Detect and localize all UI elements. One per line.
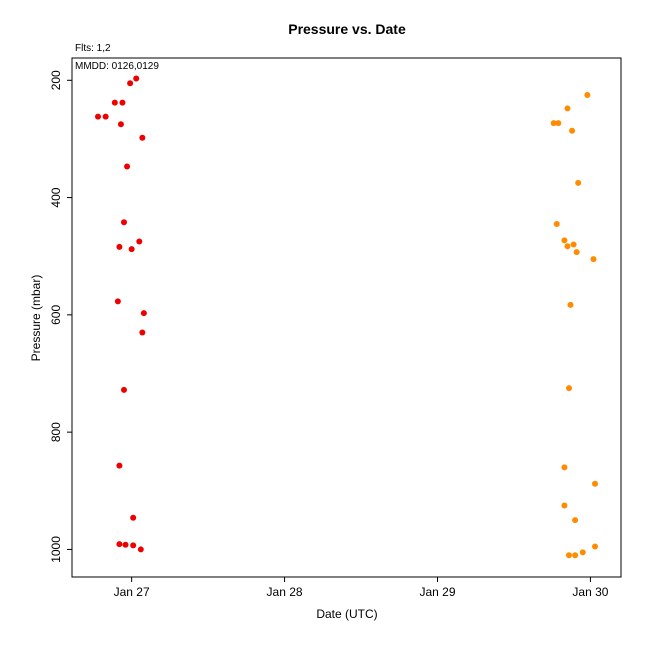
x-axis: Jan 27 Jan 28 Jan 29 Jan 30 [114, 577, 609, 599]
x-tick-label-0: Jan 27 [114, 585, 150, 599]
series-1-point-1 [102, 113, 109, 120]
series-2-point-8 [564, 243, 571, 250]
series-2-point-3 [555, 120, 562, 127]
mmdd-annotation: MMDD: 0126,0129 [75, 61, 159, 72]
series-1-point-10 [116, 243, 123, 250]
series-1-point-14 [140, 310, 147, 317]
series-1-point-11 [128, 246, 135, 253]
series-2-point-17 [572, 517, 579, 524]
series-2-point-14 [561, 464, 568, 471]
chart-title: Pressure vs. Date [288, 21, 406, 37]
series-2-point-16 [561, 502, 568, 509]
y-tick-label-0: 200 [49, 70, 63, 90]
series-1-point-12 [136, 238, 143, 245]
series-2-point-5 [575, 179, 582, 186]
series-1-point-17 [116, 462, 123, 469]
series-1-point-6 [133, 75, 140, 82]
y-tick-label-1: 400 [49, 187, 63, 207]
x-tick-label-2: Jan 29 [419, 585, 455, 599]
y-tick-label-3: 800 [49, 422, 63, 442]
series-2-point-18 [592, 543, 599, 550]
y-tick-label-2: 600 [49, 305, 63, 325]
data-points [94, 75, 599, 559]
y-tick-label-4: 1000 [49, 536, 63, 563]
series-1-point-9 [120, 219, 127, 226]
series-2-point-15 [592, 480, 599, 487]
series-2-point-2 [550, 120, 557, 127]
series-1-point-18 [130, 514, 137, 521]
series-2-point-7 [561, 237, 568, 244]
series-1-point-8 [124, 163, 131, 170]
x-tick-label-1: Jan 28 [267, 585, 303, 599]
x-tick-label-3: Jan 30 [572, 585, 608, 599]
plot-frame [71, 57, 622, 578]
series-1-point-3 [119, 99, 126, 106]
series-2-point-10 [573, 249, 580, 256]
series-1-point-5 [127, 80, 134, 87]
series-2-point-12 [567, 301, 574, 308]
series-1-point-21 [130, 542, 137, 549]
x-axis-label: Date (UTC) [316, 607, 377, 621]
series-2-point-9 [570, 241, 577, 248]
series-1-point-2 [111, 99, 118, 106]
y-axis-label: Pressure (mbar) [29, 275, 43, 362]
flights-annotation: Flts: 1,2 [75, 43, 111, 54]
series-1-point-20 [122, 541, 129, 548]
series-2-point-19 [579, 549, 586, 556]
series-2-point-4 [569, 127, 576, 134]
series-2-point-13 [566, 385, 573, 392]
series-2-point-20 [566, 552, 573, 559]
series-1-point-13 [114, 298, 121, 305]
y-axis: 200 400 600 800 1000 [49, 70, 72, 563]
series-2-point-11 [590, 256, 597, 263]
series-2-point-21 [572, 552, 579, 559]
series-1-point-16 [120, 386, 127, 393]
series-2-point-0 [584, 91, 591, 98]
series-1-point-15 [139, 329, 146, 336]
series-1-point-7 [139, 134, 146, 141]
series-2-point-6 [553, 220, 560, 227]
series-1-point-19 [116, 541, 123, 548]
series-1-point-4 [117, 121, 124, 128]
series-1-point-0 [94, 113, 101, 120]
series-1-point-22 [137, 546, 144, 553]
series-2-point-1 [564, 105, 571, 112]
